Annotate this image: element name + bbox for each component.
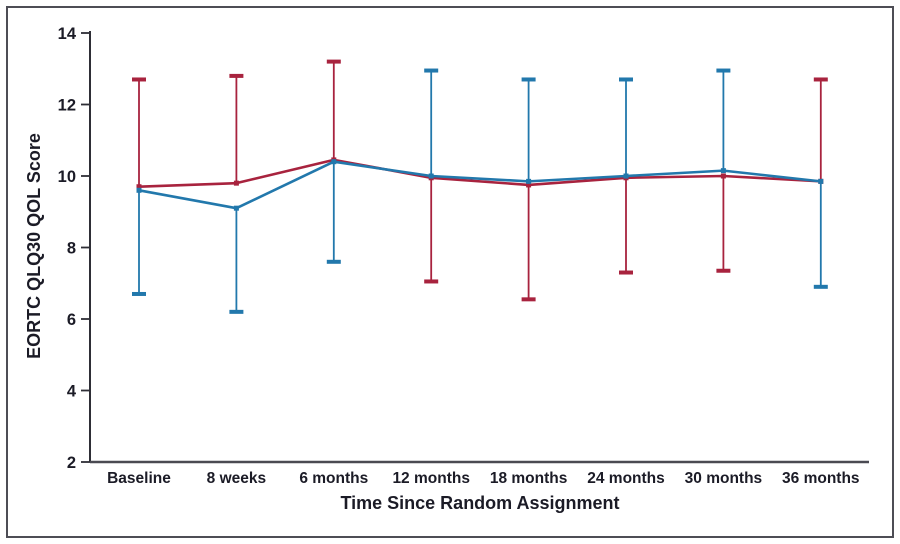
data-point bbox=[720, 168, 726, 174]
y-tick-label: 4 bbox=[67, 383, 77, 401]
figure-border bbox=[6, 6, 894, 538]
y-tick-label: 6 bbox=[67, 311, 76, 329]
x-tick-label: 36 months bbox=[782, 470, 860, 487]
data-point bbox=[623, 173, 629, 179]
series-blue-arm bbox=[132, 68, 828, 314]
y-tick-label: 10 bbox=[58, 168, 76, 186]
data-point bbox=[428, 173, 434, 179]
x-tick-label: 30 months bbox=[685, 470, 763, 487]
data-point bbox=[331, 159, 337, 165]
data-point bbox=[233, 180, 239, 186]
data-point bbox=[526, 182, 532, 188]
series-line bbox=[138, 158, 821, 189]
y-tick-label: 14 bbox=[58, 25, 77, 43]
y-tick-label: 8 bbox=[67, 240, 76, 258]
data-point bbox=[233, 205, 239, 211]
labels-layer: EORTC QLQ30 QOL Score Time Since Random … bbox=[24, 133, 620, 513]
series-layer bbox=[132, 59, 828, 314]
data-point bbox=[526, 178, 532, 184]
x-tick-label: 12 months bbox=[392, 470, 470, 487]
x-tick-label: 18 months bbox=[490, 470, 568, 487]
x-axis-title: Time Since Random Assignment bbox=[340, 493, 619, 513]
x-tick-label: Baseline bbox=[107, 470, 171, 487]
data-point bbox=[136, 184, 142, 190]
data-point bbox=[720, 173, 726, 179]
data-point bbox=[136, 187, 142, 193]
y-axis-title: EORTC QLQ30 QOL Score bbox=[24, 133, 44, 359]
data-point bbox=[818, 178, 824, 184]
axes-layer: 2 4 6 8 10 12 14 Baseline 8 weeks 6 months 12 mont… bbox=[58, 25, 869, 487]
x-tick-label: 6 months bbox=[299, 470, 368, 487]
y-tick-label: 2 bbox=[67, 454, 76, 472]
y-tick-label: 12 bbox=[58, 97, 76, 115]
series-red-arm bbox=[132, 59, 828, 302]
series-line bbox=[138, 160, 821, 210]
x-tick-label: 8 weeks bbox=[207, 470, 266, 487]
x-tick-label: 24 months bbox=[587, 470, 665, 487]
